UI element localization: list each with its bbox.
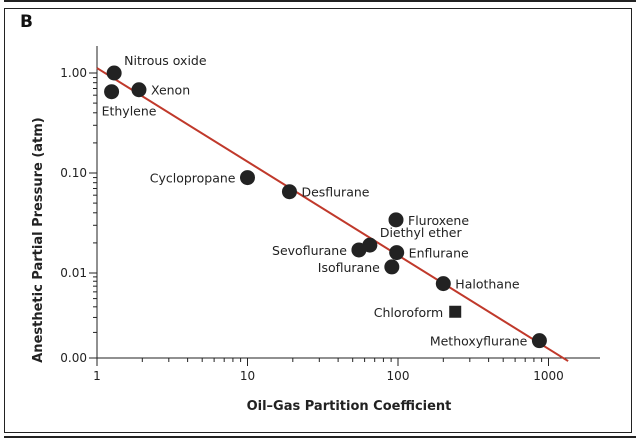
label-enflurane: Enflurane <box>409 246 469 261</box>
panel-label: B <box>20 12 33 32</box>
label-xenon: Xenon <box>151 83 190 98</box>
point-xenon <box>131 82 147 98</box>
point-methoxyflurane <box>531 333 547 349</box>
label-diethyl-ether: Diethyl ether <box>380 225 463 240</box>
label-isoflurane: Isoflurane <box>318 260 380 275</box>
x-tick-label: 1 <box>93 369 101 383</box>
fit-line-layer <box>96 67 569 362</box>
y-tick-label: 1.00 <box>60 66 87 80</box>
label-halothane: Halothane <box>455 277 520 292</box>
x-tick-label: 10 <box>240 369 255 383</box>
label-cyclopropane: Cyclopropane <box>150 171 236 186</box>
point-halothane <box>435 276 451 292</box>
label-ethylene: Ethylene <box>102 104 157 119</box>
axes: 1 10 100 1000 1.00 0.10 0.01 0.00 <box>60 46 600 383</box>
y-axis-title: Anesthetic Partial Pressure (atm) <box>31 117 46 363</box>
x-axis-title: Oil–Gas Partition Coefficient <box>247 399 452 414</box>
point-ethylene <box>104 84 120 100</box>
fit-line <box>96 67 569 362</box>
y-tick-label: 0.00 <box>60 351 87 365</box>
labels-layer: Nitrous oxide Ethylene Xenon Cyclopropane De… <box>102 53 528 349</box>
label-fluroxene: Fluroxene <box>408 213 469 228</box>
point-chloroform <box>449 305 462 318</box>
x-tick-label: 100 <box>387 369 410 383</box>
point-isoflurane <box>384 259 400 275</box>
label-methoxyflurane: Methoxyflurane <box>430 334 528 349</box>
label-nitrous-oxide: Nitrous oxide <box>124 53 207 68</box>
point-desflurane <box>281 184 297 200</box>
label-sevoflurane: Sevoflurane <box>272 243 347 258</box>
point-sevoflurane <box>351 242 367 258</box>
point-enflurane <box>389 245 405 261</box>
y-tick-label: 0.01 <box>60 266 87 280</box>
y-tick-label: 0.10 <box>60 166 87 180</box>
points-layer <box>104 65 547 349</box>
point-cyclopropane <box>240 170 255 186</box>
point-fluroxene <box>388 212 404 228</box>
point-nitrous-oxide <box>106 65 122 81</box>
x-tick-label: 1000 <box>533 369 564 383</box>
top-rule <box>4 0 636 2</box>
bottom-rule <box>4 436 636 438</box>
figure-box <box>4 8 632 433</box>
label-chloroform: Chloroform <box>374 305 443 320</box>
label-desflurane: Desflurane <box>301 185 369 200</box>
